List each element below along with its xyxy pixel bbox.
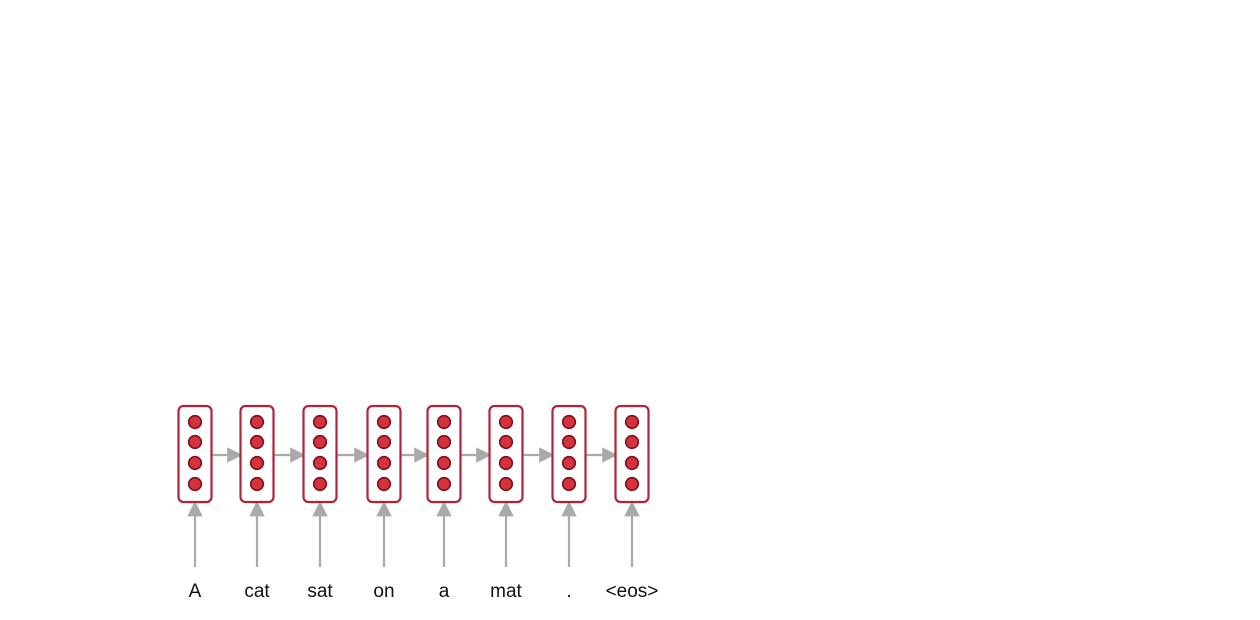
token-label-3: on (373, 581, 394, 602)
hidden-unit-node (624, 476, 640, 492)
hidden-unit-node (436, 455, 452, 471)
cell-box (488, 404, 524, 504)
hidden-unit-node (436, 434, 452, 450)
hidden-unit-node (436, 414, 452, 430)
hidden-unit-node (498, 414, 514, 430)
hidden-unit-node (376, 455, 392, 471)
token-label-2: sat (307, 581, 333, 602)
hidden-unit-node (436, 476, 452, 492)
token-label-5: mat (490, 581, 522, 602)
cell-box (426, 404, 462, 504)
hidden-unit-node (561, 414, 577, 430)
hidden-unit-node (249, 455, 265, 471)
hidden-unit-node (498, 434, 514, 450)
rnn-cell-3 (366, 404, 402, 504)
token-label-7: <eos> (606, 581, 659, 602)
rnn-cell-5 (488, 404, 524, 504)
hidden-unit-node (561, 476, 577, 492)
hidden-unit-node (376, 414, 392, 430)
hidden-unit-node (187, 434, 203, 450)
hidden-unit-node (376, 434, 392, 450)
hidden-unit-node (624, 434, 640, 450)
hidden-unit-node (312, 476, 328, 492)
hidden-unit-node (187, 414, 203, 430)
hidden-unit-node (249, 414, 265, 430)
hidden-unit-node (624, 414, 640, 430)
hidden-unit-node (312, 434, 328, 450)
cell-box (551, 404, 587, 504)
hidden-unit-node (624, 455, 640, 471)
hidden-unit-node (312, 455, 328, 471)
cells-layer (177, 404, 650, 504)
rnn-cell-4 (426, 404, 462, 504)
hidden-unit-node (376, 476, 392, 492)
hidden-unit-node (187, 455, 203, 471)
cell-box (239, 404, 275, 504)
cell-box (177, 404, 213, 504)
token-label-6: . (566, 581, 571, 602)
hidden-unit-node (187, 476, 203, 492)
hidden-unit-node (312, 414, 328, 430)
rnn-cell-2 (302, 404, 338, 504)
rnn-cell-1 (239, 404, 275, 504)
cell-box (302, 404, 338, 504)
rnn-cell-7 (614, 404, 650, 504)
rnn-cell-0 (177, 404, 213, 504)
token-label-1: cat (244, 581, 270, 602)
cell-box (366, 404, 402, 504)
token-label-0: A (189, 581, 202, 602)
rnn-cell-6 (551, 404, 587, 504)
hidden-unit-node (561, 434, 577, 450)
hidden-unit-node (498, 476, 514, 492)
hidden-unit-node (498, 455, 514, 471)
hidden-unit-node (249, 434, 265, 450)
token-label-4: a (439, 581, 450, 602)
cell-box (614, 404, 650, 504)
hidden-unit-node (249, 476, 265, 492)
hidden-unit-node (561, 455, 577, 471)
arrows-layer (187, 447, 640, 567)
